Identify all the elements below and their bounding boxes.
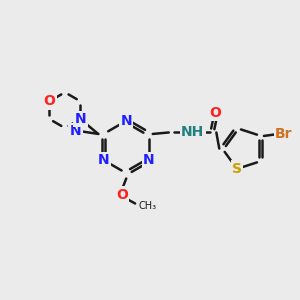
Text: NH: NH [181,125,204,140]
Text: N: N [70,124,81,138]
Text: N: N [98,153,109,167]
Text: Br: Br [275,128,292,141]
Text: N: N [120,114,132,128]
Text: O: O [116,188,128,202]
Text: O: O [209,106,221,120]
Text: N: N [143,153,155,167]
Text: O: O [44,94,56,108]
Text: S: S [232,162,242,176]
Text: CH₃: CH₃ [138,201,156,211]
Text: N: N [75,112,86,126]
